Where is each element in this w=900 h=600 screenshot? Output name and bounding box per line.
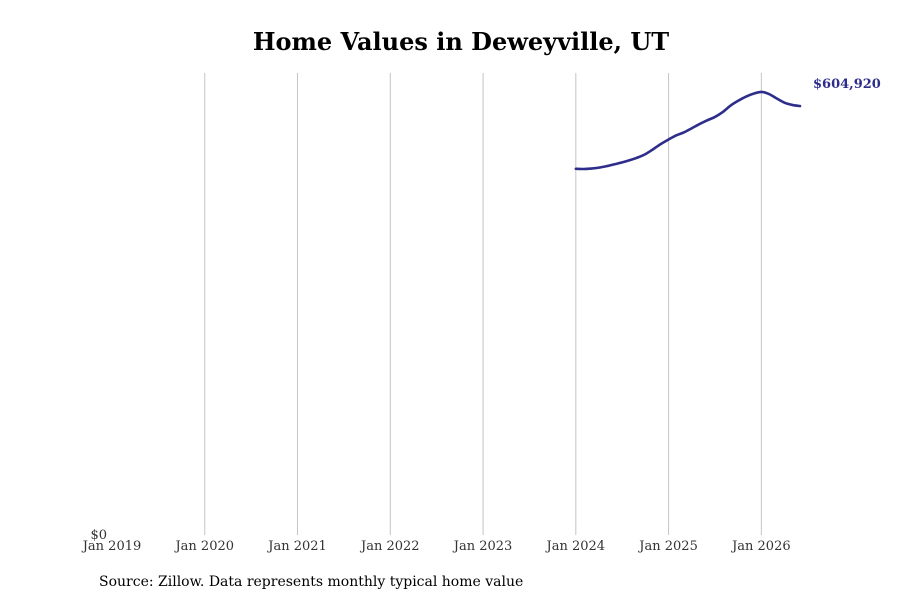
source-note: Source: Zillow. Data represents monthly … xyxy=(99,574,524,590)
x-tick-label: Jan 2022 xyxy=(359,539,420,554)
series-layer: $604,920 xyxy=(574,77,881,171)
x-tick-label: Jan 2026 xyxy=(730,539,791,554)
y-tick-label: $0 xyxy=(90,528,107,543)
y-axis-ticks: $0 xyxy=(90,528,107,543)
x-tick-label: Jan 2021 xyxy=(266,539,327,554)
x-tick-label: Jan 2019 xyxy=(81,539,142,554)
chart-title: Home Values in Deweyville, UT xyxy=(252,27,670,56)
series-line-0 xyxy=(574,90,802,171)
gridlines xyxy=(204,73,762,535)
x-tick-label: Jan 2025 xyxy=(637,539,698,554)
x-tick-label: Jan 2024 xyxy=(545,539,606,554)
x-tick-label: Jan 2020 xyxy=(173,539,234,554)
x-axis-ticks: Jan 2019 Jan 2020 Jan 2021 Jan 2022 Jan 2023… xyxy=(81,539,791,554)
series-end-label: $604,920 xyxy=(813,77,881,92)
x-tick-label: Jan 2023 xyxy=(452,539,513,554)
